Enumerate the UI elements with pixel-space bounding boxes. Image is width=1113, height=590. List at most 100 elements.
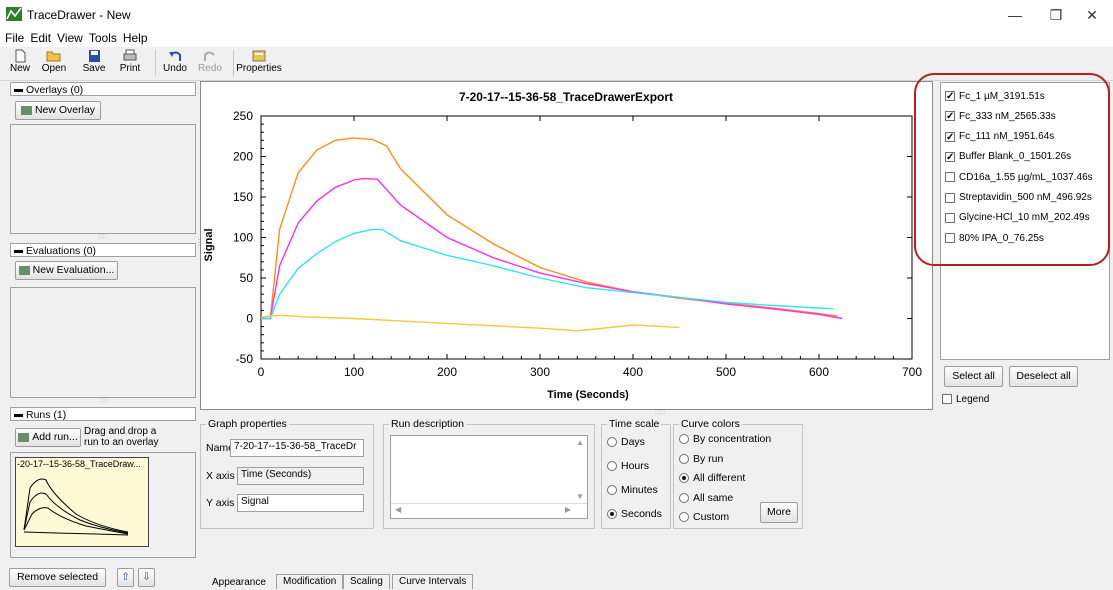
x-tick-label: 0 (258, 365, 265, 379)
time-scale-option[interactable]: Seconds (607, 508, 662, 520)
splitter-grip[interactable]: :::::: (97, 398, 108, 404)
curve-checkbox[interactable] (945, 192, 955, 203)
select-all-button[interactable]: Select all (944, 366, 1003, 387)
app-icon (6, 7, 22, 21)
curve-item[interactable]: ✓ Buffer Blank_0_1501.26s (945, 151, 1071, 163)
radio-button[interactable] (679, 512, 689, 523)
print-button[interactable]: Print (115, 49, 145, 79)
splitter-grip[interactable]: :::::: (97, 234, 108, 240)
remove-selected-button[interactable]: Remove selected (9, 568, 106, 587)
legend-checkbox[interactable] (942, 394, 952, 405)
curve-checkbox[interactable]: ✓ (945, 131, 955, 143)
horizontal-scrollbar[interactable]: ◀ ▶ (391, 503, 587, 518)
curve-checkbox[interactable] (945, 172, 955, 183)
menu-edit[interactable]: Edit (30, 31, 52, 45)
radio-label: All different (693, 472, 746, 485)
print-label: Print (119, 63, 141, 74)
series-line-2[interactable] (261, 228, 834, 320)
series-line-3[interactable] (260, 314, 680, 332)
name-input[interactable]: 7-20-17--15-36-58_TraceDr (230, 439, 364, 457)
curve-checkbox[interactable] (945, 233, 955, 244)
time-scale-option[interactable]: Days (607, 436, 645, 448)
scroll-up-icon[interactable]: ▲ (576, 438, 584, 447)
curve-colors-option[interactable]: All different (679, 472, 745, 484)
evaluations-list[interactable] (10, 287, 196, 398)
curve-checkbox[interactable]: ✓ (945, 151, 955, 163)
curve-item[interactable]: ✓ Fc_333 nM_2565.33s (945, 110, 1056, 122)
radio-button[interactable] (607, 437, 617, 448)
x-axis-input[interactable]: Time (Seconds) (237, 467, 364, 485)
tab-scaling[interactable]: Scaling (343, 574, 390, 589)
minimize-button[interactable]: — (1008, 7, 1022, 23)
scroll-down-icon[interactable]: ▼ (576, 492, 584, 501)
undo-button[interactable]: Undo (160, 49, 190, 79)
legend-toggle[interactable]: Legend (942, 393, 989, 405)
series-line-0[interactable] (261, 137, 838, 320)
tab-curve-intervals[interactable]: Curve Intervals (392, 574, 474, 589)
signal-chart[interactable]: 7-20-17--15-36-58_TraceDrawerExport Sign… (201, 82, 932, 409)
radio-button[interactable] (679, 473, 689, 484)
curve-colors-option[interactable]: By run (679, 453, 723, 465)
time-scale-option[interactable]: Minutes (607, 484, 658, 496)
save-button[interactable]: Save (80, 49, 108, 79)
properties-button[interactable]: Properties (234, 49, 284, 79)
radio-button[interactable] (607, 485, 617, 496)
curve-colors-option[interactable]: By concentration (679, 433, 771, 445)
more-button[interactable]: More (760, 502, 798, 523)
curve-checkbox[interactable] (945, 212, 955, 223)
curve-item[interactable]: ✓ Fc_1 µM_3191.51s (945, 90, 1045, 102)
series-line-1[interactable] (261, 177, 843, 320)
evaluations-header[interactable]: Evaluations (0) (10, 243, 196, 257)
redo-button[interactable]: Redo (195, 49, 225, 79)
curve-colors-option[interactable]: Custom (679, 511, 729, 523)
splitter-grip-vertical[interactable]: ⋮ (195, 238, 203, 247)
graph-area[interactable]: 7-20-17--15-36-58_TraceDrawerExport Sign… (200, 81, 933, 410)
radio-button[interactable] (607, 509, 617, 520)
restore-button[interactable]: ❐ (1049, 7, 1063, 23)
radio-button[interactable] (607, 461, 617, 472)
overlays-list[interactable] (10, 124, 196, 234)
add-run-button[interactable]: Add run... (15, 428, 81, 447)
radio-button[interactable] (679, 492, 689, 503)
curve-item[interactable]: CD16a_1.55 µg/mL_1037.46s (945, 171, 1093, 183)
runs-header[interactable]: Runs (1) (10, 407, 196, 421)
close-button[interactable]: ✕ (1086, 7, 1098, 23)
curve-checkbox[interactable]: ✓ (945, 91, 955, 103)
deselect-all-button[interactable]: Deselect all (1009, 366, 1078, 387)
run-thumbnail[interactable]: -20-17--15-36-58_TraceDraw... (15, 457, 149, 547)
curve-item[interactable]: 80% IPA_0_76.25s (945, 232, 1044, 244)
y-axis-input[interactable]: Signal (237, 494, 364, 512)
run-description-group: Run description ▲ ▼ ◀ ▶ (383, 418, 595, 529)
x-axis-label: Time (Seconds) (547, 389, 629, 401)
tab-modification[interactable]: Modification (276, 574, 344, 589)
radio-button[interactable] (679, 453, 689, 464)
tab-appearance[interactable]: Appearance (205, 575, 273, 590)
run-description-textarea[interactable]: ▲ ▼ ◀ ▶ (390, 435, 588, 519)
menu-help[interactable]: Help (122, 31, 148, 45)
splitter-grip[interactable]: :::::: (654, 410, 665, 416)
radio-button[interactable] (679, 434, 689, 445)
menu-view[interactable]: View (57, 31, 83, 45)
curve-colors-option[interactable]: All same (679, 492, 733, 504)
new-overlay-button[interactable]: New Overlay (15, 101, 101, 120)
new-evaluation-button[interactable]: New Evaluation... (15, 261, 118, 280)
move-down-button[interactable]: ⇩ (138, 568, 155, 587)
curve-label: Streptavidin_500 nM_496.92s (959, 192, 1092, 204)
curve-list[interactable]: ✓ Fc_1 µM_3191.51s ✓ Fc_333 nM_2565.33s ✓ Fc_… (940, 82, 1110, 360)
scroll-right-icon[interactable]: ▶ (564, 505, 571, 514)
menu-tools[interactable]: Tools (88, 31, 117, 45)
runs-list[interactable]: -20-17--15-36-58_TraceDraw... (10, 452, 196, 558)
open-button[interactable]: Open (38, 49, 70, 79)
curve-checkbox[interactable]: ✓ (945, 111, 955, 123)
time-scale-group: Time scale Days Hours Minutes Seconds (601, 418, 671, 529)
scroll-left-icon[interactable]: ◀ (395, 505, 402, 514)
menu-file[interactable]: File (5, 31, 25, 45)
move-up-button[interactable]: ⇧ (117, 568, 134, 587)
properties-icon (252, 50, 266, 62)
curve-item[interactable]: Glycine-HCl_10 mM_202.49s (945, 212, 1090, 224)
curve-item[interactable]: Streptavidin_500 nM_496.92s (945, 192, 1092, 204)
new-button[interactable]: New (6, 49, 34, 79)
curve-item[interactable]: ✓ Fc_111 nM_1951.64s (945, 131, 1054, 143)
overlays-header[interactable]: Overlays (0) (10, 82, 196, 96)
time-scale-option[interactable]: Hours (607, 460, 649, 472)
